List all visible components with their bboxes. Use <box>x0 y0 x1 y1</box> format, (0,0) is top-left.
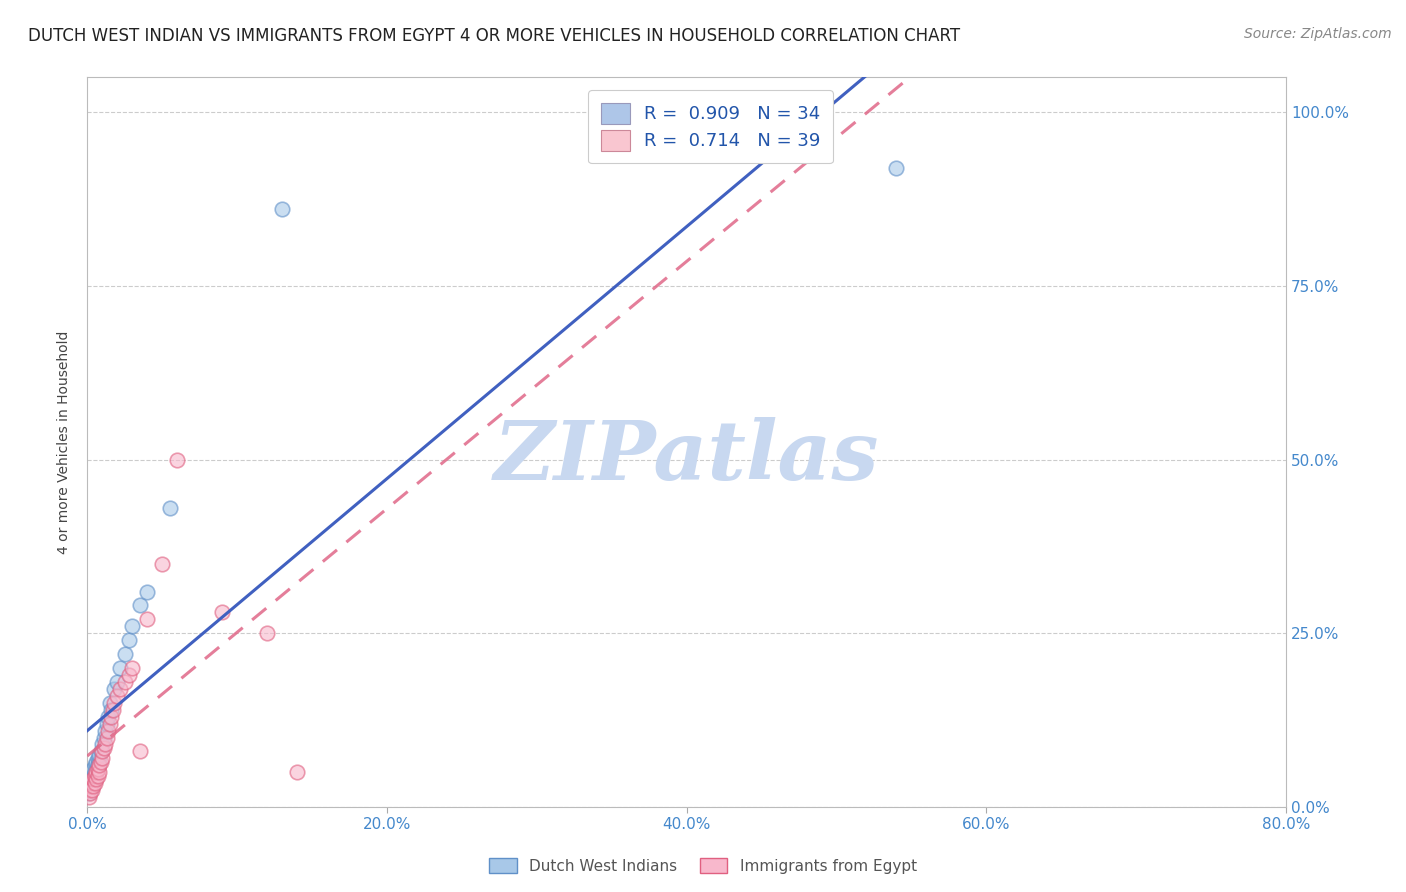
Point <box>80 782 103 797</box>
Point <box>79 786 101 800</box>
Point <box>79 779 101 793</box>
Point <box>100 709 122 723</box>
Point <box>886 161 908 175</box>
Point <box>118 633 141 648</box>
Point <box>93 740 115 755</box>
Point <box>86 758 108 772</box>
Point <box>77 789 100 804</box>
Point <box>96 716 118 731</box>
Point <box>114 647 136 661</box>
Point <box>166 452 188 467</box>
Point <box>82 769 104 783</box>
Point <box>82 779 104 793</box>
Text: Source: ZipAtlas.com: Source: ZipAtlas.com <box>1244 27 1392 41</box>
Point <box>79 782 101 797</box>
Point <box>105 689 128 703</box>
Point <box>101 703 124 717</box>
Point <box>86 769 108 783</box>
Point <box>94 738 117 752</box>
Point <box>93 731 115 745</box>
Point <box>103 681 125 696</box>
Point <box>86 751 108 765</box>
Point <box>105 674 128 689</box>
Point <box>121 619 143 633</box>
Point <box>114 674 136 689</box>
Point <box>80 775 103 789</box>
Point <box>97 723 120 738</box>
Point <box>89 755 111 769</box>
Point <box>94 723 117 738</box>
Point <box>84 765 107 780</box>
Point <box>90 755 112 769</box>
Point <box>91 744 114 758</box>
Point <box>108 661 131 675</box>
Point <box>96 731 118 745</box>
Point <box>91 751 114 765</box>
Text: ZIPatlas: ZIPatlas <box>494 417 879 497</box>
Point <box>83 775 105 789</box>
Point <box>82 772 104 787</box>
Point <box>84 762 107 776</box>
Point <box>256 626 278 640</box>
Point <box>121 661 143 675</box>
Point <box>79 775 101 789</box>
Point <box>83 758 105 772</box>
Point <box>100 703 122 717</box>
Point <box>108 681 131 696</box>
Point <box>89 747 111 762</box>
Point <box>83 769 105 783</box>
Point <box>82 762 104 776</box>
Point <box>90 744 112 758</box>
Point <box>80 772 103 787</box>
Legend: R =  0.909   N = 34, R =  0.714   N = 39: R = 0.909 N = 34, R = 0.714 N = 39 <box>588 90 832 163</box>
Point <box>136 612 159 626</box>
Point <box>98 696 121 710</box>
Text: DUTCH WEST INDIAN VS IMMIGRANTS FROM EGYPT 4 OR MORE VEHICLES IN HOUSEHOLD CORRE: DUTCH WEST INDIAN VS IMMIGRANTS FROM EGY… <box>28 27 960 45</box>
Point <box>84 772 107 787</box>
Point <box>285 765 308 780</box>
Point <box>118 668 141 682</box>
Point <box>77 786 100 800</box>
Point <box>98 716 121 731</box>
Legend: Dutch West Indians, Immigrants from Egypt: Dutch West Indians, Immigrants from Egyp… <box>484 852 922 880</box>
Point <box>128 599 150 613</box>
Point <box>91 738 114 752</box>
Point <box>136 584 159 599</box>
Point <box>89 758 111 772</box>
Y-axis label: 4 or more Vehicles in Household: 4 or more Vehicles in Household <box>58 331 72 554</box>
Point <box>80 779 103 793</box>
Point <box>211 606 233 620</box>
Point <box>77 782 100 797</box>
Point <box>159 501 181 516</box>
Point <box>89 765 111 780</box>
Point <box>97 709 120 723</box>
Point <box>84 755 107 769</box>
Point <box>83 765 105 780</box>
Point <box>86 762 108 776</box>
Point <box>103 696 125 710</box>
Point <box>150 557 173 571</box>
Point <box>271 202 294 217</box>
Point <box>128 744 150 758</box>
